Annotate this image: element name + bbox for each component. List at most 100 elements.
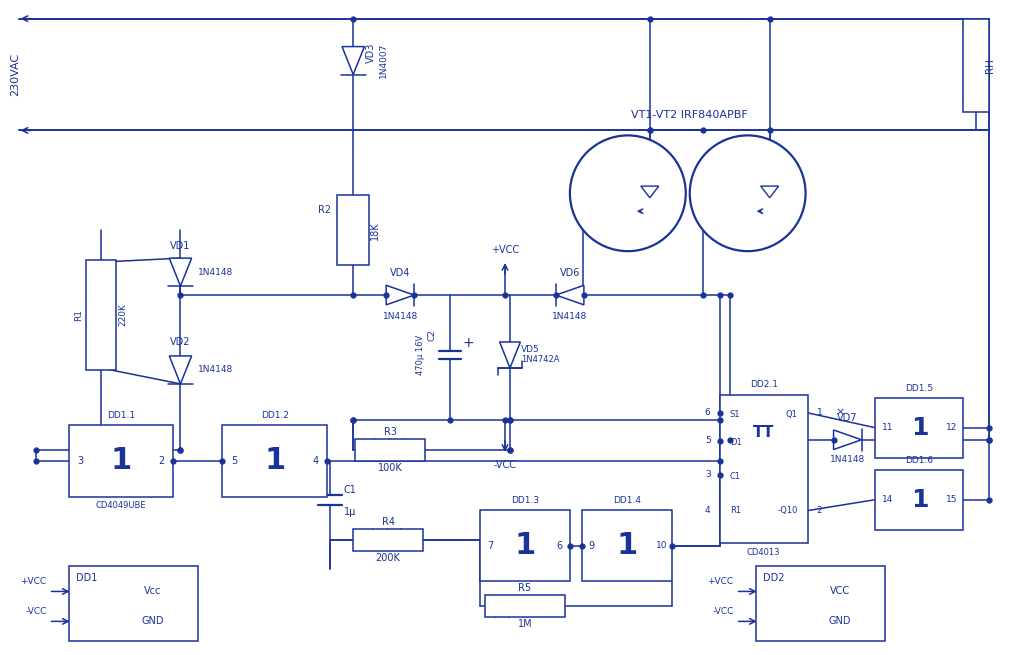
Polygon shape bbox=[641, 186, 659, 198]
Text: 1μ: 1μ bbox=[344, 506, 356, 517]
Text: DD1.4: DD1.4 bbox=[613, 496, 641, 505]
Text: 5: 5 bbox=[231, 456, 238, 466]
Text: ×: × bbox=[836, 408, 845, 418]
Polygon shape bbox=[834, 430, 861, 449]
Text: 1: 1 bbox=[616, 531, 638, 560]
Text: VD2: VD2 bbox=[170, 337, 191, 347]
Text: DD2.1: DD2.1 bbox=[750, 381, 778, 389]
Text: +VCC: +VCC bbox=[491, 245, 519, 255]
Text: R2: R2 bbox=[318, 205, 332, 215]
Text: 4: 4 bbox=[312, 456, 318, 466]
Text: 1: 1 bbox=[910, 416, 929, 440]
Bar bbox=[353, 529, 423, 550]
Text: DD1: DD1 bbox=[76, 574, 98, 584]
Text: VD4: VD4 bbox=[390, 268, 410, 278]
Text: DD1.6: DD1.6 bbox=[905, 457, 934, 465]
Text: DD1.1: DD1.1 bbox=[107, 411, 135, 421]
Bar bbox=[355, 439, 425, 460]
Text: 11: 11 bbox=[882, 423, 893, 432]
Polygon shape bbox=[386, 286, 414, 305]
Text: 2: 2 bbox=[159, 456, 165, 466]
Polygon shape bbox=[169, 356, 191, 384]
Text: 14: 14 bbox=[882, 495, 893, 504]
Text: CD4013: CD4013 bbox=[746, 548, 780, 557]
Text: 5: 5 bbox=[705, 436, 711, 445]
Bar bbox=[876, 398, 963, 458]
Text: 3: 3 bbox=[77, 456, 83, 466]
Text: GND: GND bbox=[829, 616, 851, 626]
Text: -Q10: -Q10 bbox=[777, 506, 797, 515]
Text: C1: C1 bbox=[730, 472, 740, 481]
Text: 1N4148: 1N4148 bbox=[552, 312, 588, 320]
Text: CD4049UBE: CD4049UBE bbox=[96, 501, 146, 510]
Polygon shape bbox=[761, 186, 779, 198]
Text: Vcc: Vcc bbox=[144, 586, 162, 597]
Bar bbox=[223, 425, 327, 496]
Text: 10: 10 bbox=[656, 541, 667, 550]
Text: C2: C2 bbox=[427, 329, 436, 341]
Text: R5: R5 bbox=[519, 584, 532, 593]
Text: 230VAC: 230VAC bbox=[10, 53, 19, 96]
Text: R3: R3 bbox=[383, 427, 397, 437]
Text: VT1-VT2 IRF840APBF: VT1-VT2 IRF840APBF bbox=[632, 111, 749, 121]
Text: -VCC: -VCC bbox=[25, 607, 47, 616]
Text: 4: 4 bbox=[705, 506, 711, 515]
Text: 1N4148: 1N4148 bbox=[197, 365, 233, 375]
Text: S1: S1 bbox=[730, 410, 740, 419]
Text: VD3: VD3 bbox=[366, 43, 376, 63]
Text: VD1: VD1 bbox=[170, 241, 190, 251]
Text: +VCC: +VCC bbox=[20, 577, 47, 586]
Text: 220K: 220K bbox=[118, 303, 127, 326]
Text: Q1: Q1 bbox=[786, 410, 797, 419]
Text: 18K: 18K bbox=[370, 221, 380, 240]
Text: RH: RH bbox=[985, 58, 996, 73]
Text: 1N4148: 1N4148 bbox=[830, 455, 865, 464]
Polygon shape bbox=[556, 286, 584, 305]
Text: -VCC: -VCC bbox=[493, 460, 517, 470]
Text: DD1.2: DD1.2 bbox=[260, 411, 289, 421]
Circle shape bbox=[690, 136, 805, 251]
Bar bbox=[963, 18, 990, 113]
Bar bbox=[85, 260, 116, 370]
Text: VD5: VD5 bbox=[521, 345, 539, 354]
Text: VD6: VD6 bbox=[559, 268, 580, 278]
Text: +VCC: +VCC bbox=[708, 577, 733, 586]
Text: 1: 1 bbox=[910, 487, 929, 512]
Text: 200K: 200K bbox=[375, 553, 401, 563]
Text: R1: R1 bbox=[74, 309, 83, 321]
Polygon shape bbox=[499, 342, 521, 368]
Text: 1N4148: 1N4148 bbox=[382, 312, 418, 320]
Text: 12: 12 bbox=[946, 423, 957, 432]
Polygon shape bbox=[169, 258, 191, 286]
Bar bbox=[480, 510, 570, 582]
Bar bbox=[485, 595, 564, 618]
Bar bbox=[68, 567, 198, 641]
Text: GND: GND bbox=[141, 616, 164, 626]
Bar bbox=[68, 425, 174, 496]
Text: 470μ 16V: 470μ 16V bbox=[416, 335, 425, 375]
Text: 9: 9 bbox=[589, 540, 595, 551]
Text: VCC: VCC bbox=[830, 586, 850, 597]
Text: +: + bbox=[463, 336, 474, 350]
Text: DD2: DD2 bbox=[763, 574, 784, 584]
Text: VD7: VD7 bbox=[837, 413, 857, 423]
Bar bbox=[756, 567, 886, 641]
Text: TT: TT bbox=[753, 425, 774, 440]
Text: -VCC: -VCC bbox=[712, 607, 733, 616]
Text: 1: 1 bbox=[264, 446, 286, 476]
Text: 6: 6 bbox=[557, 540, 563, 551]
Text: 1: 1 bbox=[111, 446, 131, 476]
Text: 15: 15 bbox=[946, 495, 957, 504]
Text: 1N4148: 1N4148 bbox=[197, 268, 233, 276]
Text: R1: R1 bbox=[730, 506, 740, 515]
Circle shape bbox=[570, 136, 685, 251]
Polygon shape bbox=[342, 47, 364, 75]
Text: DD1.3: DD1.3 bbox=[511, 496, 539, 505]
Bar bbox=[720, 395, 807, 542]
Text: C1: C1 bbox=[344, 485, 357, 495]
Text: R4: R4 bbox=[381, 517, 395, 527]
Text: 1: 1 bbox=[515, 531, 536, 560]
Bar bbox=[338, 195, 369, 265]
Text: 1N4742A: 1N4742A bbox=[521, 356, 559, 364]
Text: D1: D1 bbox=[730, 438, 741, 447]
